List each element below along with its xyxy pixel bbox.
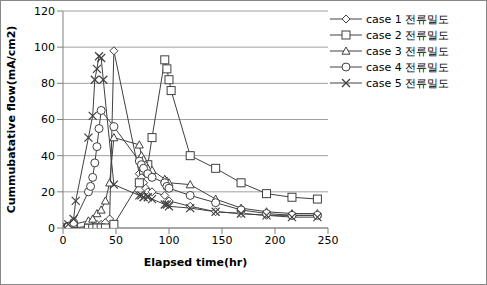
svg-text:200: 200 — [265, 234, 286, 247]
svg-text:250: 250 — [318, 234, 339, 247]
svg-text:50: 50 — [109, 234, 123, 247]
html-text:case 3 전류밀도: case 3 전류밀도 — [366, 44, 450, 58]
html-text:case 1 전류밀도: case 1 전류밀도 — [366, 12, 450, 26]
svg-text:40: 40 — [41, 150, 55, 163]
svg-text:80: 80 — [41, 77, 55, 90]
svg-text:20: 20 — [41, 186, 55, 199]
html-text:case 5 전류밀도: case 5 전류밀도 — [366, 76, 450, 90]
svg-text:150: 150 — [212, 234, 233, 247]
svg-text:100: 100 — [159, 234, 180, 247]
svg-text:0: 0 — [48, 222, 55, 235]
html-text:case 4 전류밀도: case 4 전류밀도 — [366, 60, 450, 74]
svg-text:Elapsed time(hr): Elapsed time(hr) — [144, 256, 248, 269]
html-text:case 2 전류밀도: case 2 전류밀도 — [366, 28, 450, 42]
svg-text:0: 0 — [60, 234, 67, 247]
svg-text:120: 120 — [34, 5, 55, 18]
svg-text:Cummubatative flow(mA/cm2): Cummubatative flow(mA/cm2) — [8, 26, 18, 214]
svg-text:60: 60 — [41, 113, 55, 126]
svg-text:100: 100 — [34, 41, 55, 54]
